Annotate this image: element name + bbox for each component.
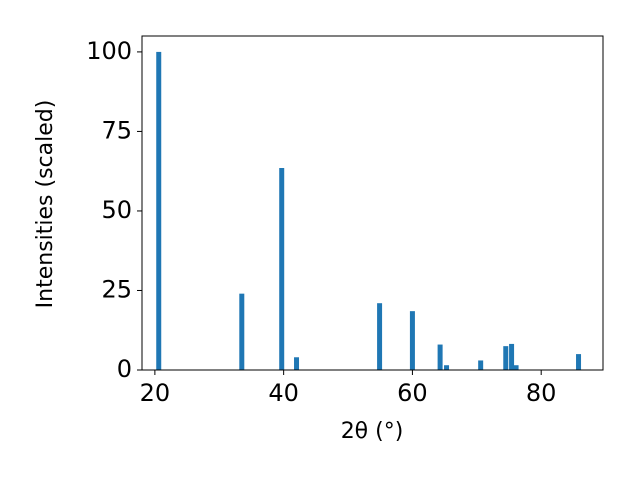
bar <box>576 354 582 370</box>
bar <box>294 357 300 370</box>
x-axis-label: 2θ (°) <box>341 419 404 444</box>
bar <box>239 293 245 370</box>
y-tick-label: 25 <box>101 275 132 303</box>
y-tick-label: 50 <box>101 196 132 224</box>
y-axis-label: Intensities (scaled) <box>33 100 58 309</box>
x-tick-label: 60 <box>397 379 428 407</box>
bar <box>156 51 162 371</box>
bar <box>503 346 509 370</box>
bar <box>377 303 383 370</box>
plot-frame <box>141 35 604 371</box>
bar <box>444 365 450 370</box>
bar <box>279 168 285 370</box>
bar <box>437 344 443 370</box>
x-tick-label: 40 <box>268 379 299 407</box>
bar <box>509 343 515 370</box>
bar <box>513 365 519 370</box>
bar <box>409 311 415 370</box>
x-tick-label: 80 <box>526 379 557 407</box>
y-tick-label: 75 <box>101 116 132 144</box>
y-tick-label: 100 <box>86 37 132 65</box>
x-tick-label: 20 <box>140 379 171 407</box>
bar <box>478 360 484 370</box>
y-tick-label: 0 <box>117 355 132 383</box>
